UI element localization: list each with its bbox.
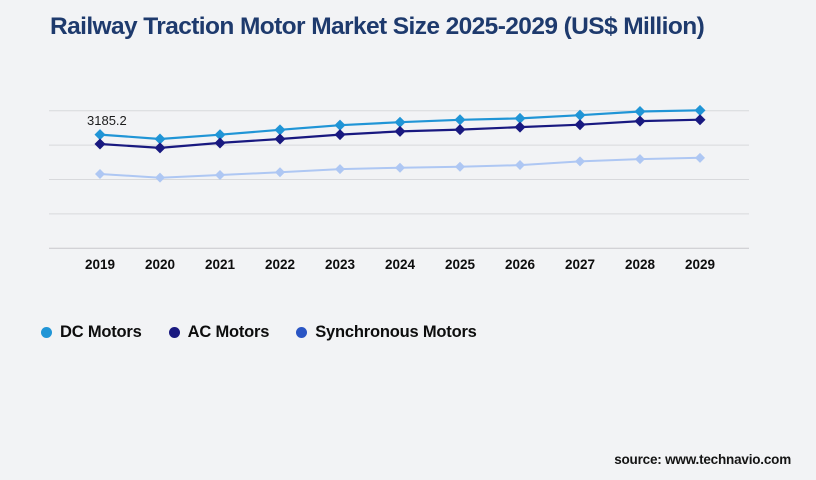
data-point-marker-dc-motors[interactable] — [634, 106, 646, 118]
data-point-marker-ac-motors[interactable] — [574, 119, 586, 131]
data-point-marker-synchronous-motors[interactable] — [215, 169, 225, 180]
legend-item-label: Synchronous Motors — [315, 323, 477, 341]
x-axis-label: 2019 — [85, 257, 115, 272]
data-point-marker-dc-motors[interactable] — [394, 116, 406, 128]
x-axis-label: 2024 — [385, 257, 416, 272]
data-point-marker-synchronous-motors[interactable] — [95, 168, 105, 179]
data-point-marker-synchronous-motors[interactable] — [335, 164, 345, 175]
data-point-marker-ac-motors[interactable] — [154, 142, 166, 154]
x-axis-label: 2021 — [205, 257, 236, 272]
data-point-marker-dc-motors[interactable] — [694, 104, 706, 116]
data-point-marker-ac-motors[interactable] — [514, 121, 526, 133]
data-point-marker-dc-motors[interactable] — [94, 129, 106, 141]
line-chart: 2019 2020 2021 2022 2023 2024 2025 2026 2027 2028… — [49, 104, 749, 272]
data-point-marker-dc-motors[interactable] — [214, 129, 226, 141]
data-point-marker-dc-motors[interactable] — [334, 119, 346, 131]
x-axis-label: 2026 — [505, 257, 536, 272]
data-point-marker-ac-motors[interactable] — [634, 115, 646, 127]
data-point-marker-dc-motors[interactable] — [514, 112, 526, 124]
data-point-marker-synchronous-motors[interactable] — [515, 160, 525, 171]
data-point-marker-synchronous-motors[interactable] — [395, 162, 405, 173]
data-point-marker-synchronous-motors[interactable] — [635, 154, 645, 165]
data-point-marker-synchronous-motors[interactable] — [275, 167, 285, 178]
data-point-marker-ac-motors[interactable] — [334, 129, 346, 141]
x-axis-label: 2029 — [685, 257, 715, 272]
legend: DC Motors AC Motors Synchronous Motors — [41, 323, 477, 342]
data-point-marker-ac-motors[interactable] — [274, 133, 286, 145]
data-point-marker-dc-motors[interactable] — [274, 124, 286, 136]
data-point-marker-synchronous-motors[interactable] — [155, 172, 165, 183]
legend-item-synchronous-motors[interactable]: Synchronous Motors — [296, 323, 477, 342]
data-point-marker-synchronous-motors[interactable] — [575, 156, 585, 167]
x-axis-label: 2028 — [625, 257, 656, 272]
data-point-marker-ac-motors[interactable] — [94, 138, 106, 150]
x-axis-label: 2027 — [565, 257, 595, 272]
legend-marker-icon — [168, 327, 180, 338]
source-attribution: source: www.technavio.com — [614, 452, 791, 467]
legend-item-label: AC Motors — [187, 323, 270, 341]
data-point-marker-ac-motors[interactable] — [694, 114, 706, 126]
data-point-marker-ac-motors[interactable] — [454, 124, 466, 136]
data-point-marker-ac-motors[interactable] — [394, 125, 406, 137]
data-point-marker-dc-motors[interactable] — [154, 133, 166, 145]
legend-item-dc-motors[interactable]: DC Motors — [41, 323, 142, 342]
legend-item-label: DC Motors — [60, 323, 142, 341]
legend-marker-icon — [296, 327, 308, 338]
legend-item-ac-motors[interactable]: AC Motors — [168, 323, 270, 342]
x-axis-label: 2022 — [265, 257, 295, 272]
data-point-marker-dc-motors[interactable] — [574, 109, 586, 121]
data-point-marker-ac-motors[interactable] — [214, 137, 226, 149]
data-point-marker-dc-motors[interactable] — [454, 114, 466, 126]
x-axis-label: 2025 — [445, 257, 476, 272]
x-axis-label: 2020 — [145, 257, 175, 272]
x-axis-label: 2023 — [325, 257, 356, 272]
chart-title: Railway Traction Motor Market Size 2025-… — [50, 13, 705, 40]
legend-marker-icon — [41, 327, 52, 338]
data-point-marker-synchronous-motors[interactable] — [695, 152, 705, 163]
value-annotation: 3185.2 — [87, 113, 127, 128]
data-point-marker-synchronous-motors[interactable] — [455, 161, 465, 172]
